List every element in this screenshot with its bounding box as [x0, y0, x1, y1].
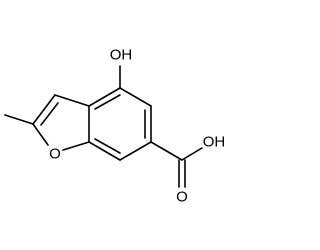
atom-label: OH [110, 47, 133, 64]
bond [181, 147, 203, 161]
bond [32, 94, 56, 125]
bond [40, 102, 59, 126]
atom-label: O [176, 189, 188, 206]
bond [88, 87, 121, 107]
bond [4, 114, 34, 125]
atom-label: OH [203, 134, 226, 151]
bond [119, 87, 152, 107]
molecule-diagram: OH O OH O [4, 47, 226, 206]
bond [54, 94, 90, 107]
bond [94, 138, 121, 154]
bonds [4, 65, 203, 188]
bond [119, 141, 152, 161]
bond [94, 94, 121, 110]
bond [150, 141, 183, 161]
atom-label: O [49, 146, 61, 163]
bond [88, 141, 121, 161]
bond [32, 123, 49, 146]
bond [62, 141, 90, 151]
